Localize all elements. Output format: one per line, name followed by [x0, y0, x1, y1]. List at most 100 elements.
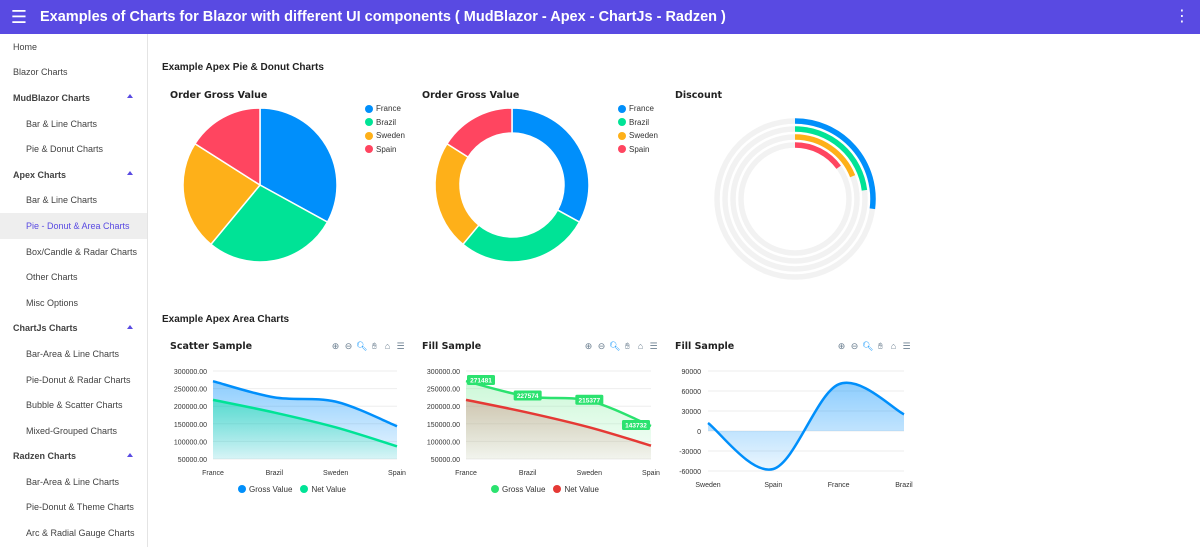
radial-bar-brazil[interactable]: [794, 126, 868, 191]
nav-item-label: Radzen Charts: [13, 451, 77, 462]
x-tick-label: Brazil: [519, 470, 537, 477]
pan-hand-icon[interactable]: ✋︎: [624, 341, 631, 351]
chart-menu-icon[interactable]: ☰: [396, 341, 405, 351]
legend-item[interactable]: France: [618, 102, 658, 116]
slice-spain[interactable]: [193, 107, 261, 187]
nav-item-bar-line-charts[interactable]: Bar & Line Charts: [0, 111, 147, 137]
home-reset-icon[interactable]: ⌂: [384, 341, 391, 351]
y-tick-label: 60000: [682, 389, 702, 396]
legend-item[interactable]: France: [365, 102, 405, 116]
nav-item-other-charts[interactable]: Other Charts: [0, 264, 147, 290]
fill-area-chart: 300000.00 250000.00 200000.00 150000.00 1000…: [427, 369, 660, 477]
nav-item-mixed-grouped-charts[interactable]: Mixed-Grouped Charts: [0, 418, 147, 444]
pan-hand-icon[interactable]: ✋︎: [371, 341, 378, 351]
slice-france[interactable]: [511, 107, 590, 224]
chevron-up-icon[interactable]: [127, 170, 133, 175]
nav-item-label: Apex Charts: [13, 169, 67, 180]
radial-bar-france[interactable]: [794, 118, 876, 210]
slice-sweden[interactable]: [434, 142, 480, 246]
y-tick-label: 300000.00: [427, 369, 460, 376]
app-title: Examples of Charts for Blazor with diffe…: [40, 9, 726, 25]
slice-france[interactable]: [259, 107, 338, 224]
zoom-out-icon[interactable]: ⊖: [850, 341, 859, 351]
x-tick-label: Brazil: [895, 482, 913, 489]
pan-hand-icon[interactable]: ✋︎: [877, 341, 884, 351]
nav-item-radzen-charts[interactable]: Radzen Charts: [0, 444, 147, 470]
data-label: 227574: [517, 393, 539, 400]
nav-drawer: Home Blazor Charts MudBlazor Charts Bar & L…: [0, 34, 148, 547]
nav-item-misc-options[interactable]: Misc Options: [0, 290, 147, 316]
series-line-net-value[interactable]: [212, 398, 398, 448]
nav-item-label: Pie - Donut & Area Charts: [26, 220, 130, 231]
radial-bar-spain[interactable]: [794, 142, 841, 169]
legend-item[interactable]: Net Value: [553, 485, 599, 494]
radial-bar-sweden[interactable]: [794, 134, 856, 178]
nav-item-pie-donut-theme-charts[interactable]: Pie-Donut & Theme Charts: [0, 495, 147, 521]
series-line-net-value[interactable]: [465, 398, 652, 447]
legend-item[interactable]: Brazil: [618, 116, 658, 130]
legend-marker: [238, 485, 246, 493]
home-reset-icon[interactable]: ⌂: [890, 341, 897, 351]
nav-item-pie-donut-area-charts[interactable]: Pie - Donut & Area Charts: [0, 213, 147, 239]
nav-item-bubble-scatter-charts[interactable]: Bubble & Scatter Charts: [0, 392, 147, 418]
slice-spain[interactable]: [445, 107, 513, 159]
legend-item[interactable]: Spain: [618, 143, 658, 157]
nav-item-bar-area-line-charts[interactable]: Bar-Area & Line Charts: [0, 469, 147, 495]
donut-chart-title: Order Gross Value: [422, 90, 520, 101]
chevron-up-icon[interactable]: [127, 324, 133, 329]
y-tick-label: 250000.00: [174, 387, 207, 394]
zoom-select-icon[interactable]: 🔍︎: [356, 341, 368, 351]
home-reset-icon[interactable]: ⌂: [637, 341, 644, 351]
legend-item[interactable]: Gross Value: [238, 485, 292, 494]
y-tick-label: 90000: [682, 369, 702, 376]
legend-item[interactable]: Brazil: [365, 116, 405, 130]
data-label-box: [622, 420, 650, 431]
zoom-in-icon[interactable]: ⊕: [584, 341, 593, 351]
x-tick-label: Sweden: [695, 482, 720, 489]
nav-item-apex-charts[interactable]: Apex Charts: [0, 162, 147, 188]
series-line-gross-value[interactable]: [212, 379, 398, 428]
series-line-value[interactable]: [707, 381, 905, 471]
nav-item-bar-line-charts[interactable]: Bar & Line Charts: [0, 188, 147, 214]
pie-chart: [182, 107, 338, 263]
nav-item-bar-area-line-charts[interactable]: Bar-Area & Line Charts: [0, 341, 147, 367]
more-options-icon[interactable]: ⋮: [1174, 8, 1190, 25]
legend-label: Gross Value: [249, 485, 293, 494]
nav-item-label: Box/Candle & Radar Charts: [26, 246, 138, 257]
zoom-select-icon[interactable]: 🔍︎: [862, 341, 874, 351]
nav-item-pie-donut-charts[interactable]: Pie & Donut Charts: [0, 136, 147, 162]
slice-sweden[interactable]: [182, 142, 262, 246]
nav-item-label: Pie & Donut Charts: [26, 144, 104, 155]
chart-menu-icon[interactable]: ☰: [902, 341, 911, 351]
nav-item-chartjs-charts[interactable]: ChartJs Charts: [0, 316, 147, 342]
nav-item-box-candle-radar-charts[interactable]: Box/Candle & Radar Charts: [0, 239, 147, 265]
nav-item-pie-donut-radar-charts[interactable]: Pie-Donut & Radar Charts: [0, 367, 147, 393]
legend-item[interactable]: Gross Value: [491, 485, 545, 494]
chevron-up-icon[interactable]: [127, 94, 133, 99]
nav-item-blazor-charts[interactable]: Blazor Charts: [0, 60, 147, 86]
nav-item-label: Bar & Line Charts: [26, 195, 98, 206]
zoom-in-icon[interactable]: ⊕: [837, 341, 846, 351]
nav-item-home[interactable]: Home: [0, 34, 147, 60]
zoom-select-icon[interactable]: 🔍︎: [609, 341, 621, 351]
nav-item-label: Pie-Donut & Theme Charts: [26, 502, 134, 513]
nav-item-label: MudBlazor Charts: [13, 92, 91, 103]
nav-item-mudblazor-charts[interactable]: MudBlazor Charts: [0, 85, 147, 111]
slice-brazil[interactable]: [461, 209, 581, 263]
zoom-in-icon[interactable]: ⊕: [331, 341, 340, 351]
zoom-out-icon[interactable]: ⊖: [344, 341, 353, 351]
y-tick-label: 200000.00: [174, 404, 207, 411]
nav-item-label: ChartJs Charts: [13, 323, 78, 334]
nav-item-arc-radial-gauge-charts[interactable]: Arc & Radial Gauge Charts: [0, 520, 147, 546]
legend-item[interactable]: Spain: [365, 143, 405, 157]
slice-brazil[interactable]: [209, 184, 329, 263]
legend-item[interactable]: Sweden: [365, 129, 405, 143]
zoom-out-icon[interactable]: ⊖: [597, 341, 606, 351]
series-line-gross-value[interactable]: [465, 379, 652, 428]
legend-item[interactable]: Net Value: [300, 485, 346, 494]
legend-item[interactable]: Sweden: [618, 129, 658, 143]
legend-label: Spain: [629, 144, 650, 154]
menu-icon[interactable]: ☰: [10, 7, 28, 27]
chevron-up-icon[interactable]: [127, 452, 133, 457]
chart-menu-icon[interactable]: ☰: [649, 341, 658, 351]
